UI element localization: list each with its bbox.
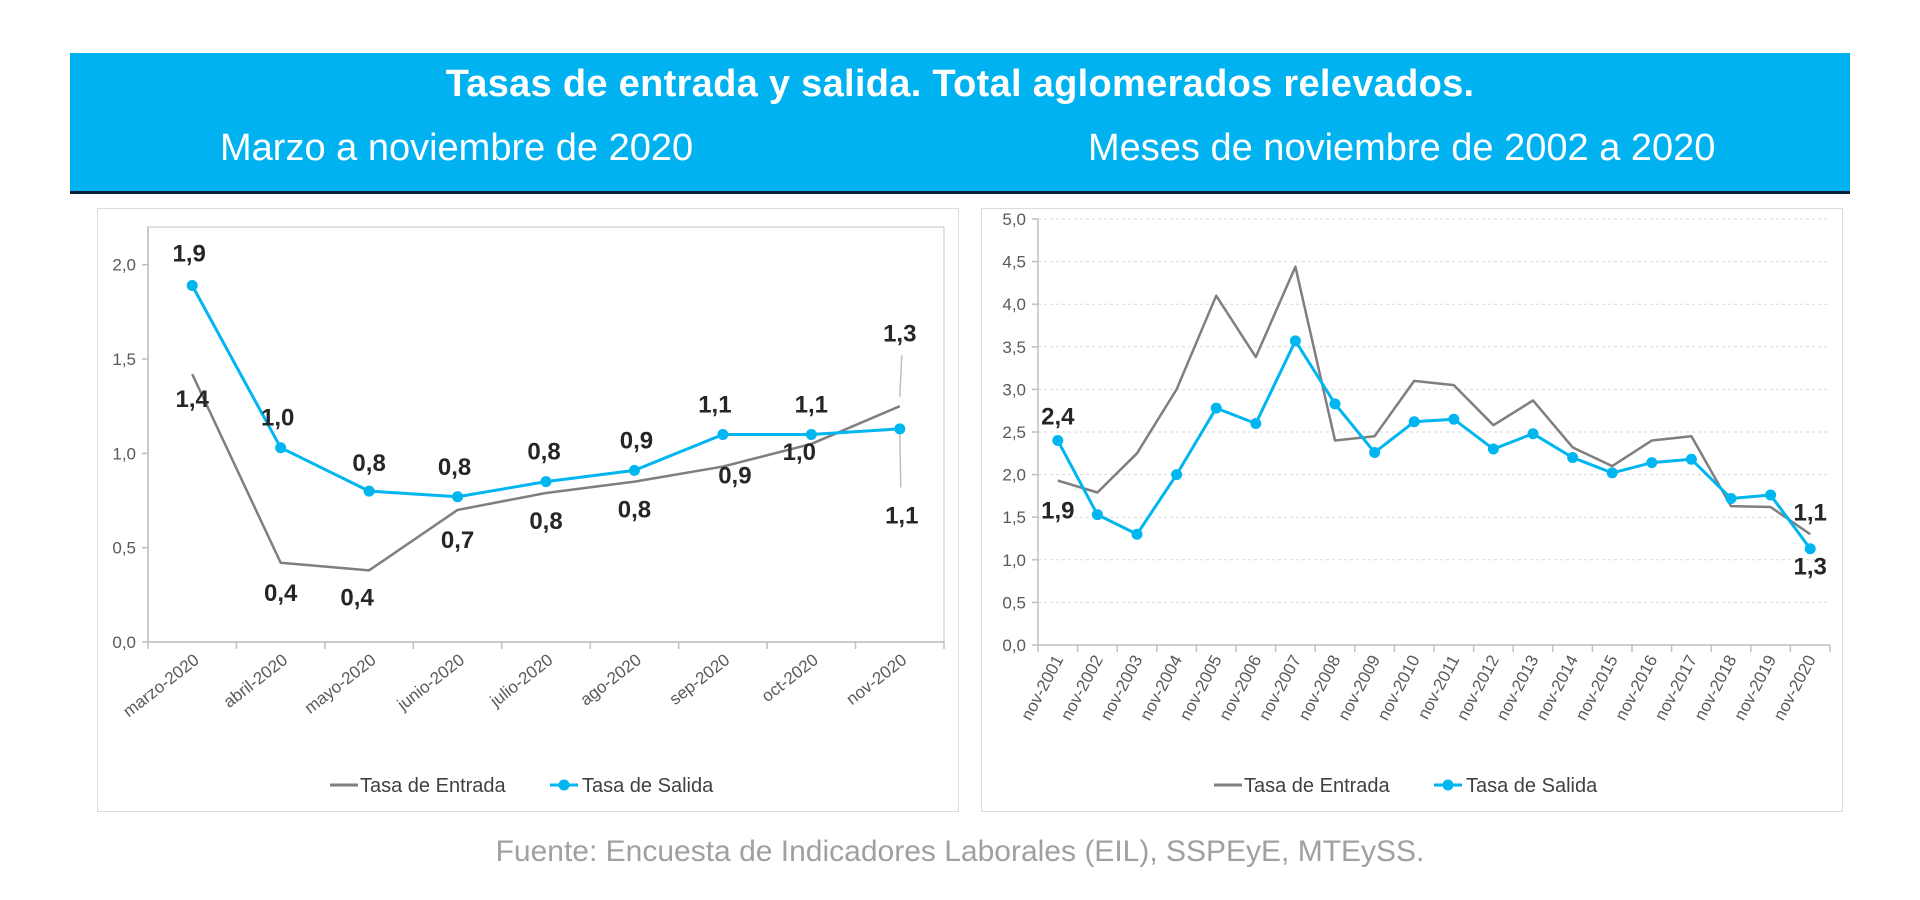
right-point-tasa-de-salida	[1725, 492, 1737, 504]
right-ytick-label: 1,5	[1002, 508, 1026, 527]
left-point-tasa-de-salida	[275, 442, 287, 454]
right-legend-salida: Tasa de Salida	[1466, 775, 1598, 797]
left-label-salida: 0,8	[438, 454, 471, 481]
left-label-salida: 1,0	[261, 405, 294, 432]
left-label-salida: 1,1	[698, 392, 731, 419]
left-xtick-label: sep-2020	[666, 650, 734, 709]
left-line-tasa-de-entrada	[191, 373, 901, 572]
left-label-salida: 0,8	[352, 450, 385, 477]
left-ytick-label: 1,0	[112, 444, 136, 463]
right-label-last-salida: 1,1	[1794, 500, 1827, 527]
left-point-tasa-de-salida	[363, 485, 375, 497]
right-point-tasa-de-salida	[1804, 543, 1816, 555]
right-point-tasa-de-salida	[1171, 469, 1183, 481]
right-ytick-label: 3,5	[1002, 338, 1026, 357]
left-point-tasa-de-salida	[452, 491, 464, 503]
left-label-salida: 0,8	[527, 439, 560, 466]
left-point-tasa-de-salida	[805, 429, 817, 440]
right-ytick-label: 0,0	[1002, 636, 1026, 655]
right-ytick-label: 2,5	[1002, 423, 1026, 442]
right-point-tasa-de-salida	[1250, 417, 1262, 429]
right-point-tasa-de-salida	[1765, 489, 1777, 501]
right-legend-marker-salida	[1442, 779, 1454, 791]
left-label-salida: 1,9	[173, 240, 206, 267]
left-label-entrada: 0,4	[340, 584, 374, 611]
right-point-tasa-de-salida	[1052, 435, 1064, 447]
left-xtick-label: oct-2020	[758, 650, 822, 706]
left-xtick-label: abril-2020	[220, 650, 291, 712]
right-point-tasa-de-salida	[1091, 509, 1103, 521]
right-point-tasa-de-salida	[1685, 453, 1697, 465]
right-ytick-label: 5,0	[1002, 210, 1026, 229]
left-point-tasa-de-salida	[186, 279, 198, 291]
left-ytick-label: 0,0	[112, 633, 136, 652]
left-ytick-label: 1,5	[112, 350, 136, 369]
right-ytick-label: 4,0	[1002, 295, 1026, 314]
left-label-entrada: 0,4	[264, 580, 298, 607]
left-legend-salida: Tasa de Salida	[582, 775, 714, 797]
left-label-entrada: 1,4	[176, 386, 210, 413]
right-point-tasa-de-salida	[1448, 413, 1460, 425]
left-label-salida: 1,1	[795, 392, 828, 419]
left-xtick-label: julio-2020	[486, 650, 557, 711]
left-leader-line	[899, 355, 903, 397]
right-ytick-label: 4,5	[1002, 253, 1026, 272]
right-point-tasa-de-salida	[1606, 467, 1618, 479]
right-point-tasa-de-salida	[1646, 457, 1658, 469]
chart-left: 0,0 0,5 1,0 1,5 2,0 marzo-2020 abril-2020 mayo-…	[112, 226, 945, 797]
right-point-tasa-de-salida	[1369, 446, 1381, 458]
right-ytick-label: 3,0	[1002, 380, 1026, 399]
left-xtick-label: marzo-2020	[119, 650, 202, 721]
right-point-tasa-de-salida	[1289, 335, 1301, 347]
right-point-tasa-de-salida	[1567, 452, 1579, 464]
left-legend-marker-salida	[558, 779, 570, 791]
left-legend-entrada: Tasa de Entrada	[360, 775, 507, 797]
source-note: Fuente: Encuesta de Indicadores Laborale…	[495, 835, 1425, 868]
left-xtick-label: mayo-2020	[301, 650, 380, 717]
chart-left-panel: 0,0 0,5 1,0 1,5 2,0 marzo-2020 abril-2020 mayo-…	[97, 208, 959, 812]
left-label-entrada: 1,3	[883, 321, 916, 348]
banner-subtitle-right: Meses de noviembre de 2002 a 2020	[1088, 127, 1716, 169]
left-label-entrada: 0,7	[441, 527, 474, 554]
left-label-entrada: 0,9	[718, 463, 751, 490]
left-xtick-label: ago-2020	[577, 650, 645, 709]
right-line-tasa-de-salida	[1056, 339, 1812, 550]
left-point-tasa-de-salida	[894, 423, 906, 435]
left-point-tasa-de-salida	[540, 476, 552, 488]
right-ytick-label: 2,0	[1002, 466, 1026, 485]
right-label-first-entrada: 1,9	[1041, 498, 1074, 525]
left-ytick-label: 2,0	[112, 256, 136, 275]
left-label-salida: 1,1	[885, 503, 918, 530]
left-point-tasa-de-salida	[628, 464, 640, 476]
left-point-tasa-de-salida	[717, 429, 729, 440]
right-point-tasa-de-salida	[1487, 443, 1499, 455]
right-label-last-entrada: 1,3	[1794, 554, 1827, 581]
right-point-tasa-de-salida	[1210, 402, 1222, 414]
title-banner: Tasas de entrada y salida. Total aglomer…	[70, 53, 1850, 194]
left-ytick-label: 0,5	[112, 539, 136, 558]
right-point-tasa-de-salida	[1329, 398, 1341, 410]
left-xtick-label: junio-2020	[393, 650, 468, 714]
right-ytick-label: 1,0	[1002, 551, 1026, 570]
left-leader-line	[899, 434, 902, 488]
right-label-first-salida: 2,4	[1041, 404, 1075, 431]
banner-title: Tasas de entrada y salida. Total aglomer…	[445, 63, 1475, 105]
chart-right-panel: 0,0 0,5 1,0 1,5 2,0 2,5 3,0 3,5 4,0 4,5 5,0 nov-200…	[981, 208, 1843, 812]
right-point-tasa-de-salida	[1408, 416, 1420, 428]
right-point-tasa-de-salida	[1131, 528, 1143, 540]
right-legend-entrada: Tasa de Entrada	[1244, 775, 1391, 797]
right-line-tasa-de-entrada	[1057, 265, 1811, 536]
left-label-entrada: 1,0	[783, 439, 816, 466]
left-label-salida: 0,9	[620, 427, 653, 454]
right-point-tasa-de-salida	[1527, 428, 1539, 440]
chart-right: 0,00,51,01,52,02,53,03,54,04,55,0nov-200…	[1002, 210, 1831, 797]
left-label-entrada: 0,8	[618, 497, 651, 524]
right-ytick-label: 0,5	[1002, 593, 1026, 612]
left-label-entrada: 0,8	[529, 508, 562, 535]
banner-subtitle-left: Marzo a noviembre de 2020	[220, 127, 694, 169]
left-xtick-label: nov-2020	[843, 650, 911, 709]
